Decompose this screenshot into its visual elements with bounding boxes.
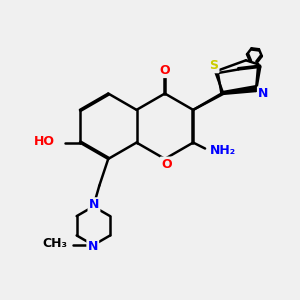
Text: O: O — [161, 158, 172, 171]
Text: N: N — [88, 240, 98, 253]
Text: CH₃: CH₃ — [42, 237, 67, 250]
Text: NH₂: NH₂ — [209, 143, 236, 157]
Text: O: O — [160, 64, 170, 77]
Text: N: N — [89, 199, 99, 212]
Text: N: N — [258, 88, 268, 100]
Text: S: S — [209, 59, 218, 72]
Text: HO: HO — [34, 135, 55, 148]
